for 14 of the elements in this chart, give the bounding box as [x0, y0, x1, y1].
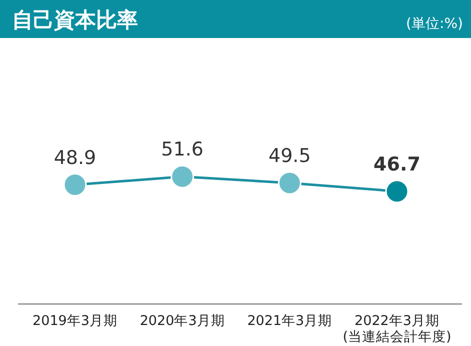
point	[278, 171, 302, 195]
x-tick-label: 2021年3月期	[247, 313, 332, 329]
data-label: 49.5	[268, 144, 311, 167]
x-tick-label: 2019年3月期	[32, 313, 118, 329]
data-label: 46.7	[374, 153, 420, 176]
point	[385, 180, 409, 204]
point	[63, 173, 87, 196]
chart-title: 自己資本比率	[12, 8, 138, 32]
text: (単位:%)	[406, 16, 463, 32]
data-label: 51.6	[161, 138, 204, 161]
point	[170, 164, 194, 188]
x-tick-label: 2022年3月期 (当連結会計年度)	[342, 313, 452, 345]
data-label: 48.9	[54, 146, 96, 169]
x-tick-label: 2020年3月期	[140, 313, 225, 329]
